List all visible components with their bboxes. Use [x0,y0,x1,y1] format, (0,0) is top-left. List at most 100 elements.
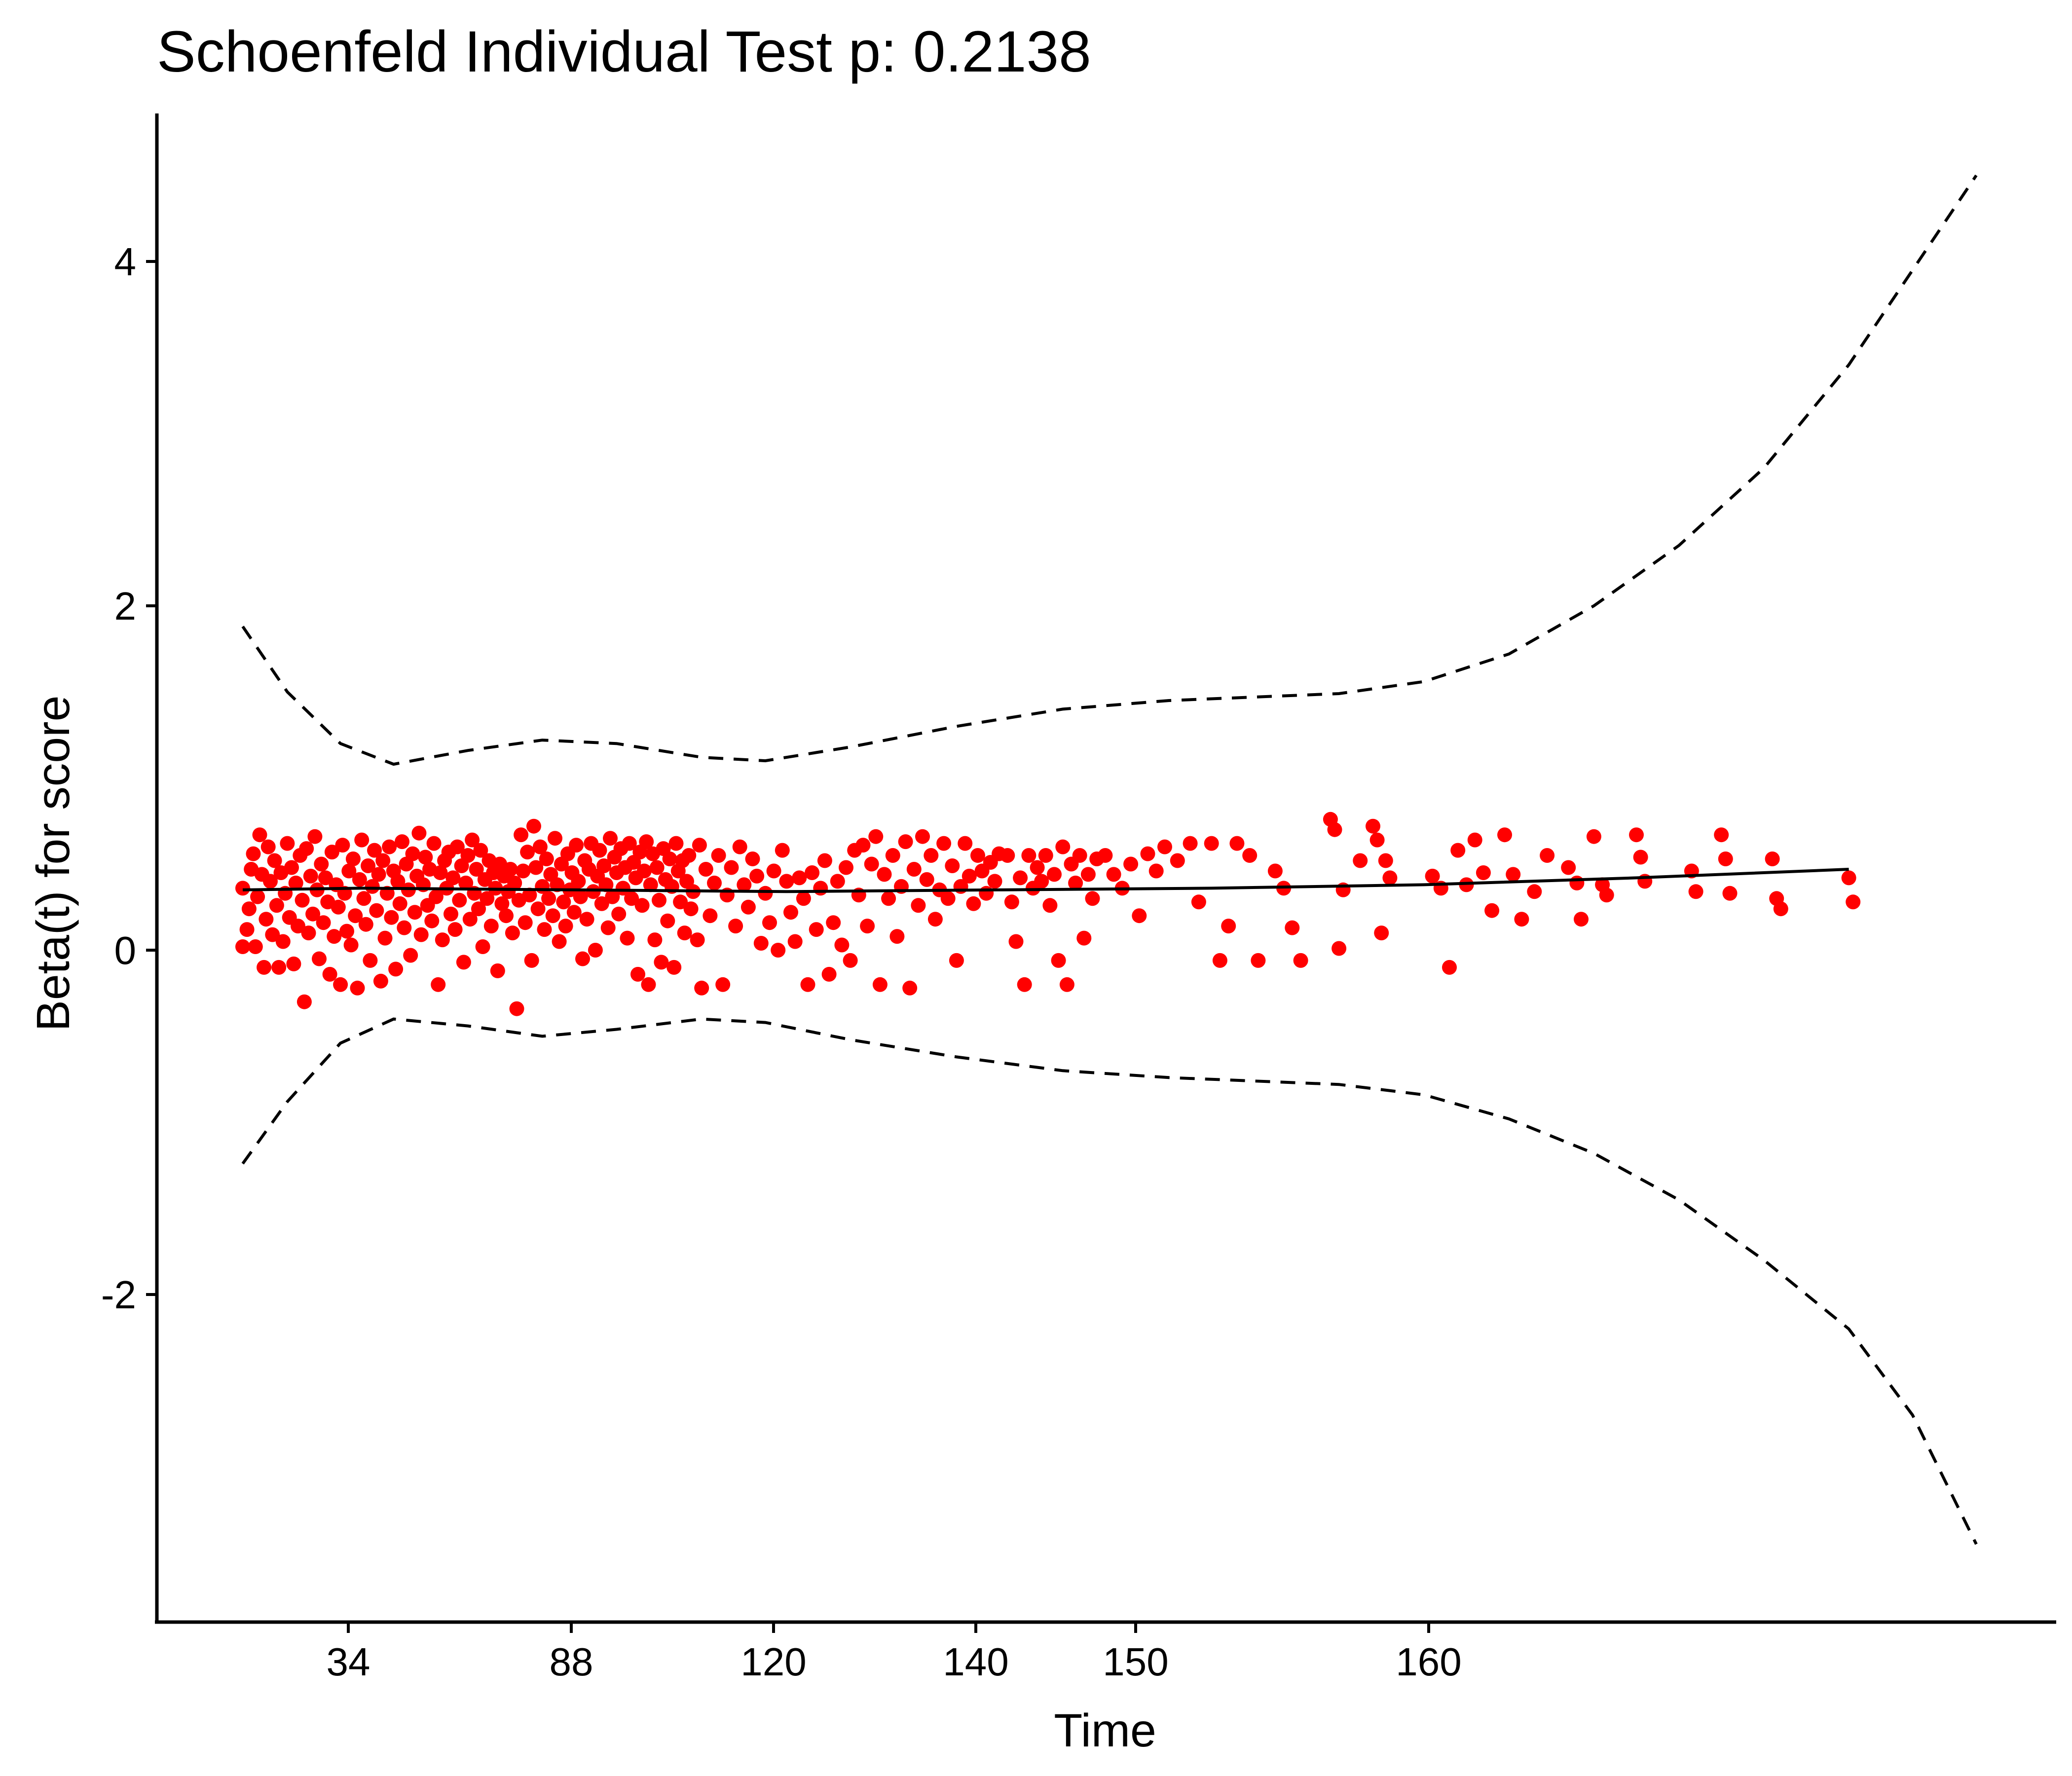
residual-point [681,848,697,863]
residual-point [348,908,363,924]
plot-area [235,174,1978,1545]
residual-point [269,898,284,913]
residual-point [1497,827,1512,843]
residual-point [1008,934,1024,949]
residual-point [518,915,533,930]
residual-point [532,839,548,854]
y-tick-label: -2 [101,1273,136,1317]
residual-point [970,848,985,863]
residual-point [817,853,832,868]
residual-point [1017,977,1032,992]
residual-point [690,932,705,948]
residual-point [1021,848,1036,863]
residual-point [520,845,535,860]
residual-point [1476,865,1491,880]
residual-point [898,834,913,850]
residual-point [494,896,510,911]
residual-point [864,856,879,872]
residual-point [286,956,301,971]
residual-point [796,891,811,906]
residual-point [1688,884,1703,899]
y-tick-label: 2 [114,584,137,628]
residual-point [1030,860,1045,875]
x-tick-label: 150 [1103,1640,1168,1684]
residual-point [314,856,329,872]
residual-point [250,889,265,904]
residual-point [1085,891,1100,906]
residual-point [473,843,488,858]
residual-point [573,889,588,904]
residual-point [1327,822,1342,837]
residual-point [1633,850,1648,865]
residual-point [962,868,977,884]
residual-point [566,905,582,920]
residual-point [358,917,373,932]
chart-title: Schoenfeld Individual Test p: 0.2138 [157,19,1091,84]
residual-point [1846,894,1861,910]
residual-point [460,848,476,863]
residual-point [758,886,773,901]
residual-point [588,943,603,958]
residual-point [775,843,790,858]
residual-point [405,846,420,861]
residual-point [783,905,798,920]
residual-point [1366,818,1380,834]
residual-point [698,862,713,877]
residual-point [1773,901,1788,917]
residual-point [252,827,267,843]
residual-point [552,934,567,949]
residual-point [749,868,765,884]
residual-point [787,934,803,949]
x-tick-label: 120 [740,1640,806,1684]
residual-point [373,973,388,989]
y-axis-title: Beta(t) for score [27,695,79,1031]
residual-point [1382,870,1398,886]
residual-point [724,860,739,875]
residual-point [499,908,514,924]
residual-point [860,919,875,934]
residual-point [444,906,458,922]
residual-point [312,951,327,966]
residual-point [1629,827,1644,843]
residual-point [728,919,743,934]
residual-point [677,925,692,941]
residual-point [620,930,635,946]
y-tick-label: 4 [114,240,137,284]
residual-point [958,836,973,851]
residual-point [1034,874,1049,889]
residual-point [779,874,794,889]
residual-point [296,994,312,1009]
residual-point [371,867,386,882]
residual-point [1170,853,1185,868]
residual-point [403,948,418,963]
residual-point [241,901,257,917]
residual-point [703,908,718,924]
x-tick-label: 160 [1396,1640,1461,1684]
residual-point [1442,960,1457,975]
residual-point [1722,886,1738,901]
residual-point [1378,853,1393,868]
residual-point [246,846,261,861]
residual-point [475,939,490,954]
residual-point [1191,894,1206,910]
residual-point [1353,853,1368,868]
residual-point [569,838,584,853]
residual-point [1574,912,1589,927]
residual-point [280,836,295,851]
residual-point [377,930,393,946]
residual-point [327,929,342,944]
residual-point [1332,941,1347,956]
residual-point [830,874,845,889]
residual-point [526,818,541,834]
residual-point [449,839,465,854]
residual-point [1714,827,1729,843]
residual-point [654,955,669,970]
residual-points [235,812,1861,1016]
residual-point [284,860,299,875]
residual-point [1374,925,1389,941]
residual-point [636,863,652,879]
residual-point [868,829,884,844]
residual-point [839,860,853,875]
residual-point [545,908,560,924]
residual-point [766,863,781,879]
